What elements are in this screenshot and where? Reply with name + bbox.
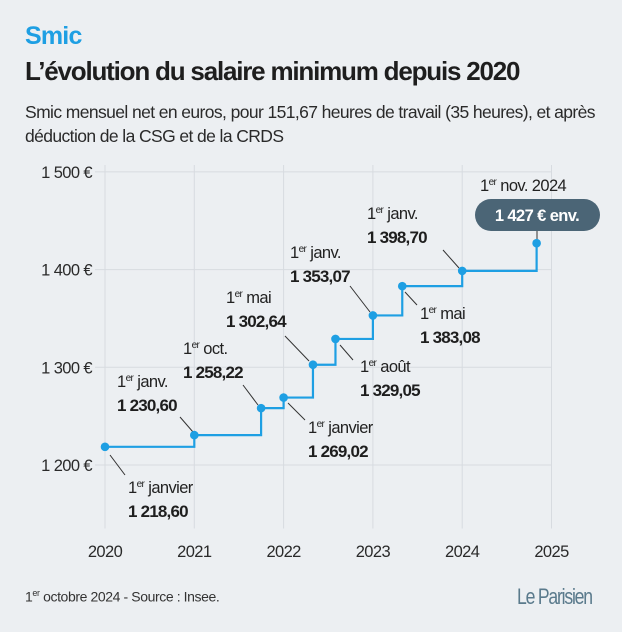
annotation-value: 1 230,60 [117, 396, 177, 415]
annotation-date: 1er août [360, 358, 411, 376]
x-tick-label: 2020 [88, 543, 123, 561]
annotation-leader [349, 285, 371, 313]
annotation-leader [442, 249, 460, 269]
y-tick-label: 1 500 € [41, 164, 92, 182]
annotation-date: 1er mai [420, 305, 465, 323]
x-tick-label: 2025 [534, 543, 569, 561]
source-text: octobre 2024 - Source : Insee. [39, 588, 220, 605]
annotation-value: 1 383,08 [420, 328, 480, 347]
annotation-value: 1 258,22 [183, 363, 243, 382]
annotation-leader [404, 291, 418, 306]
annotation-value: 1 302,64 [226, 312, 287, 331]
annotation-leader [109, 454, 126, 476]
data-point [532, 238, 541, 248]
data-point [308, 360, 318, 370]
annotation-date: 1er janv. [117, 373, 168, 391]
x-tick-label: 2023 [356, 543, 391, 561]
chart-subtitle: Smic mensuel net en euros, pour 151,67 h… [25, 102, 596, 146]
annotation-date: 1er janv. [367, 205, 418, 223]
annotation-date: 1er janv. [290, 244, 341, 262]
y-tick-label: 1 200 € [41, 457, 92, 475]
annotation-value: 1 269,02 [308, 442, 368, 461]
data-point [397, 281, 407, 291]
annotation-date: 1er mai [226, 289, 271, 307]
annotation-leader [242, 384, 259, 406]
annotation-date: 1er janvier [128, 479, 194, 497]
x-tick-label: 2022 [266, 543, 301, 561]
source-date-sup: er [32, 588, 40, 598]
annotation-leader [287, 402, 306, 421]
data-point [100, 442, 110, 452]
source-date-day: 1 [25, 588, 33, 605]
source-note: 1er octobre 2024 - Source : Insee. [25, 588, 220, 605]
annotation-date: 1er nov. 2024 [480, 177, 567, 195]
annotation-value: 1 427 € env. [495, 207, 579, 225]
annotation-value: 1 353,07 [290, 267, 350, 286]
annotation-value: 1 329,05 [360, 381, 420, 400]
annotation-leader [179, 416, 194, 433]
annotation-date: 1er janvier [308, 419, 374, 437]
annotation-leader [284, 335, 310, 362]
data-point [190, 430, 199, 440]
data-point [256, 403, 266, 413]
x-tick-label: 2024 [445, 543, 480, 561]
x-tick-label: 2021 [177, 543, 212, 561]
y-tick-label: 1 400 € [41, 262, 92, 280]
step-line [105, 243, 538, 448]
annotation-date: 1er oct. [183, 340, 227, 358]
annotation-leader [339, 344, 354, 361]
data-point [331, 334, 340, 344]
chart-kicker: Smic [25, 22, 82, 50]
data-point [368, 311, 378, 320]
chart-title: L’évolution du salaire minimum depuis 20… [25, 56, 521, 86]
data-point [457, 266, 467, 276]
le-parisien-logo: Le Parisien [517, 584, 593, 609]
annotation-value: 1 218,60 [128, 502, 188, 521]
annotation-value: 1 398,70 [367, 228, 427, 247]
y-tick-label: 1 300 € [41, 359, 92, 377]
value-badge [475, 199, 600, 231]
data-point [279, 393, 288, 402]
